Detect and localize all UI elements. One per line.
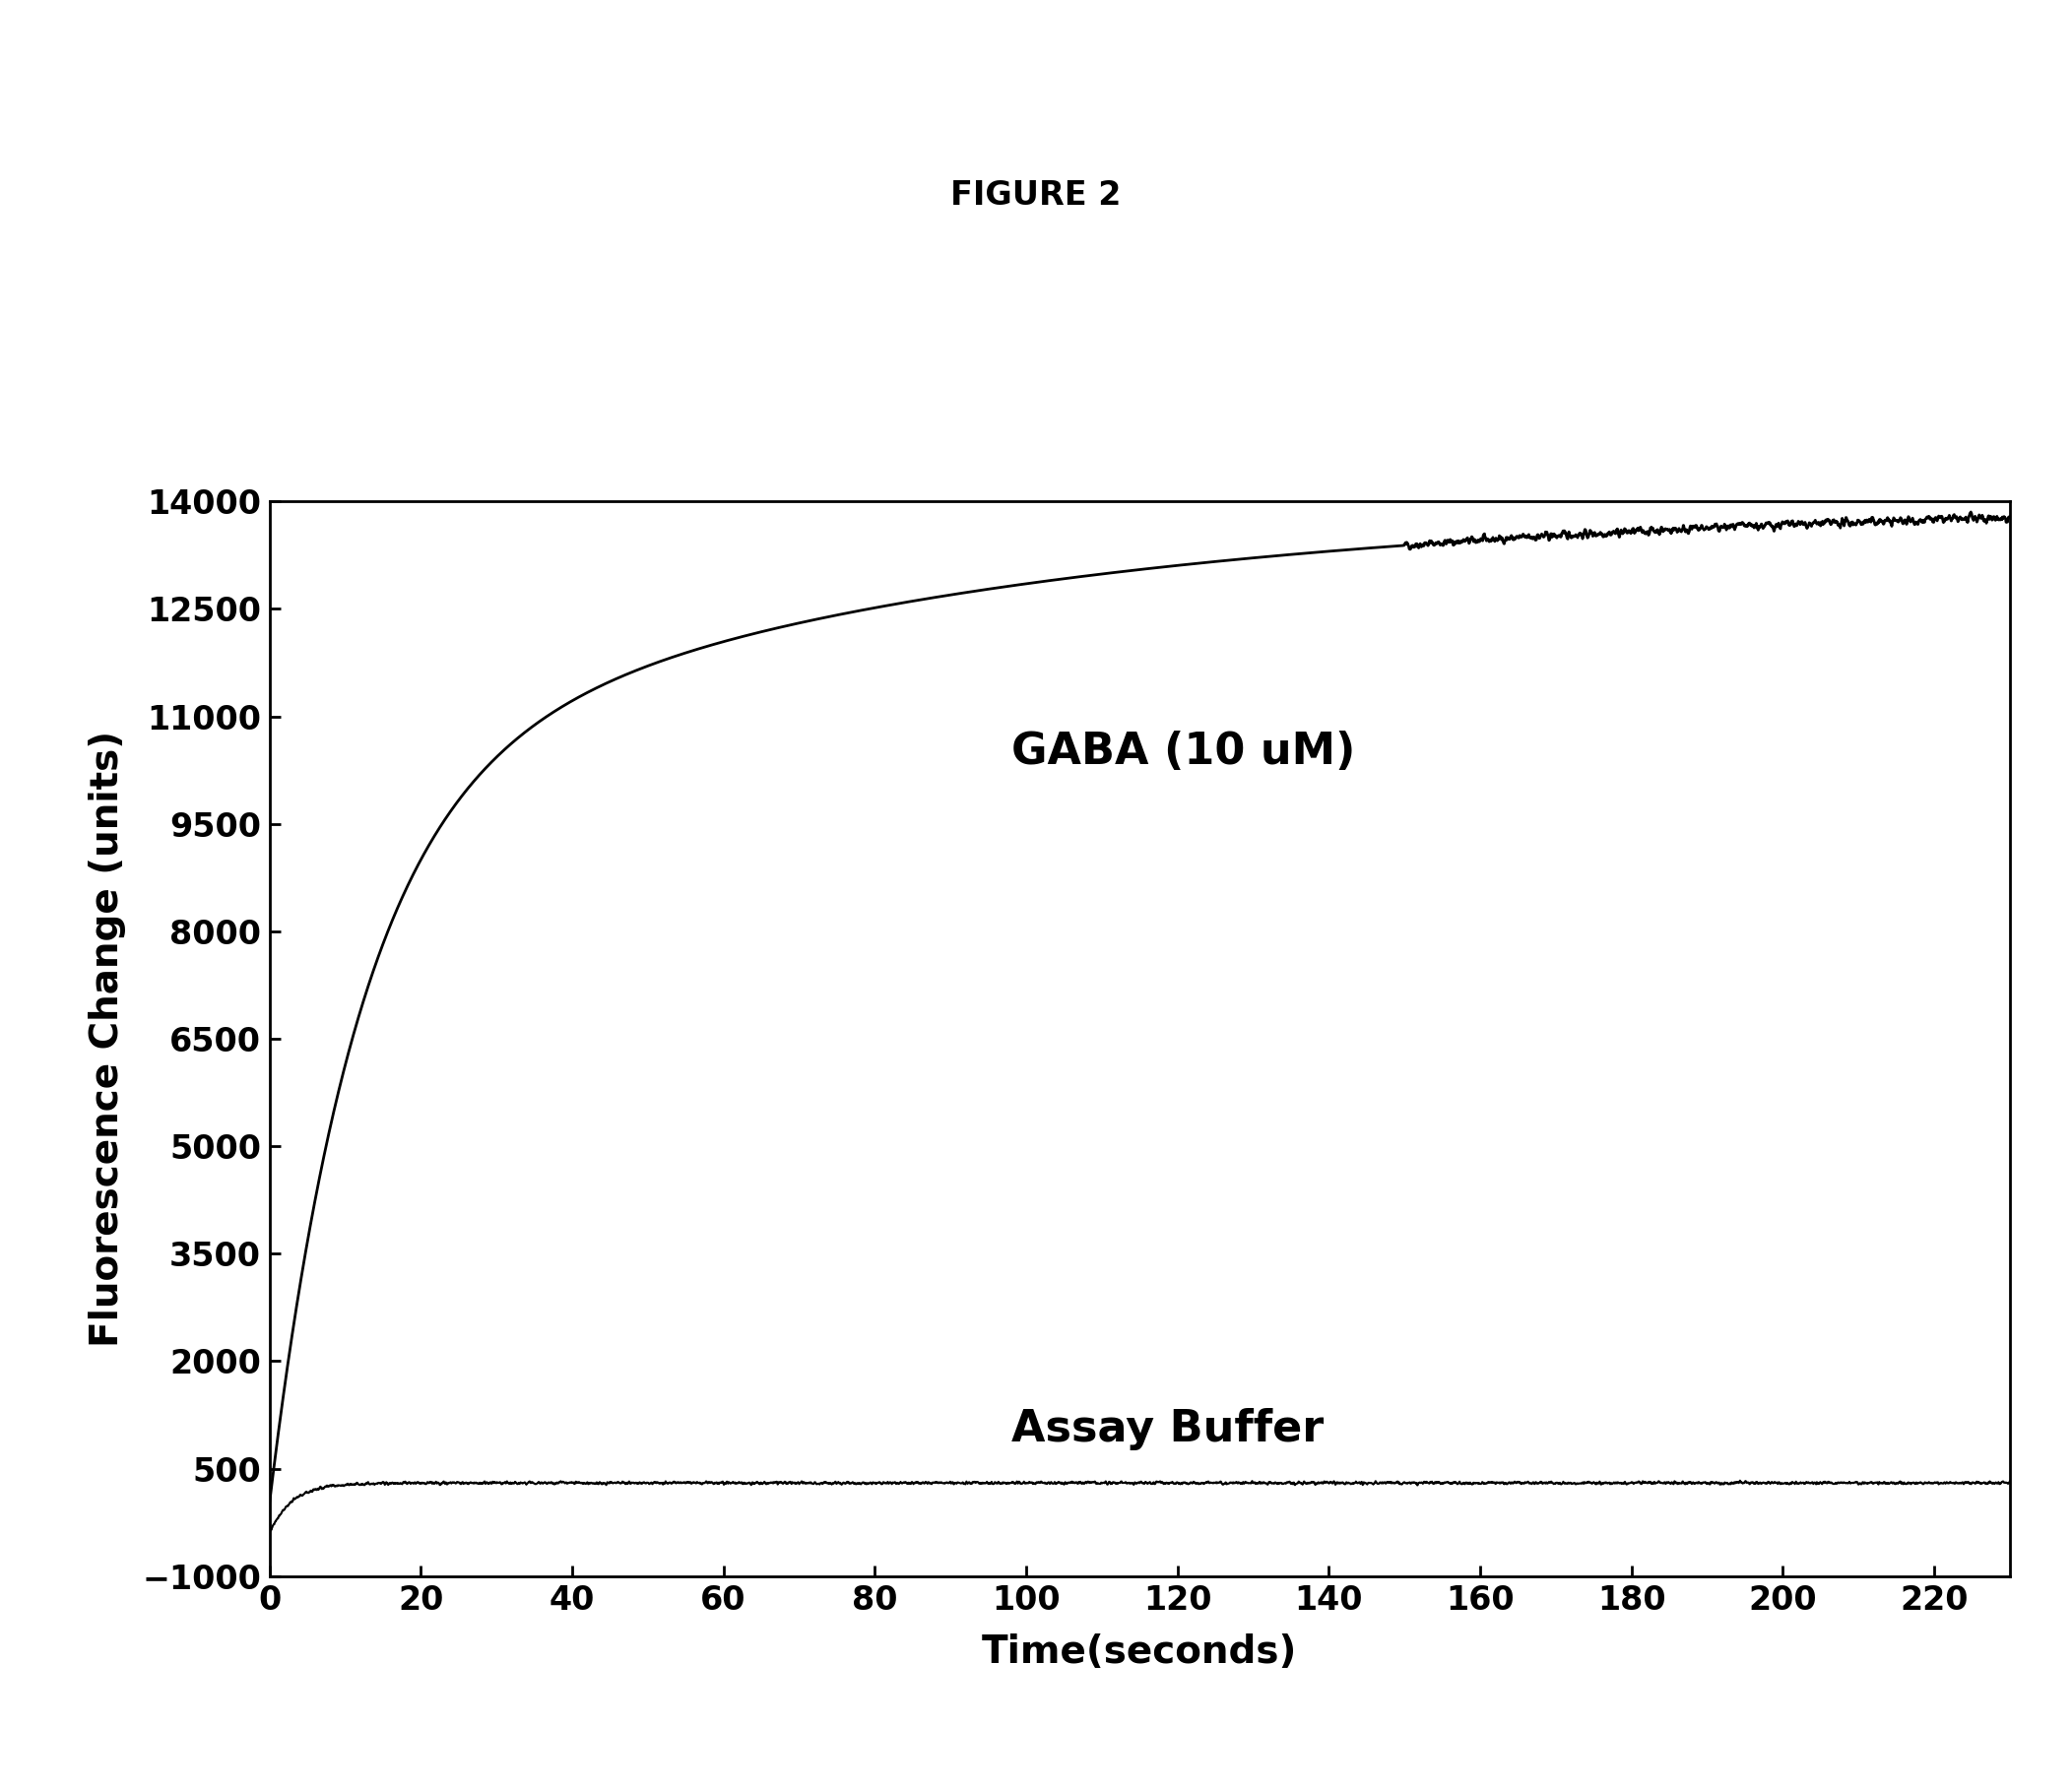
Text: FIGURE 2: FIGURE 2 [951,179,1121,211]
Text: GABA (10 uM): GABA (10 uM) [1011,731,1355,774]
X-axis label: Time(seconds): Time(seconds) [982,1633,1297,1671]
Text: Assay Buffer: Assay Buffer [1011,1408,1324,1451]
Y-axis label: Fluorescence Change (units): Fluorescence Change (units) [89,731,126,1347]
